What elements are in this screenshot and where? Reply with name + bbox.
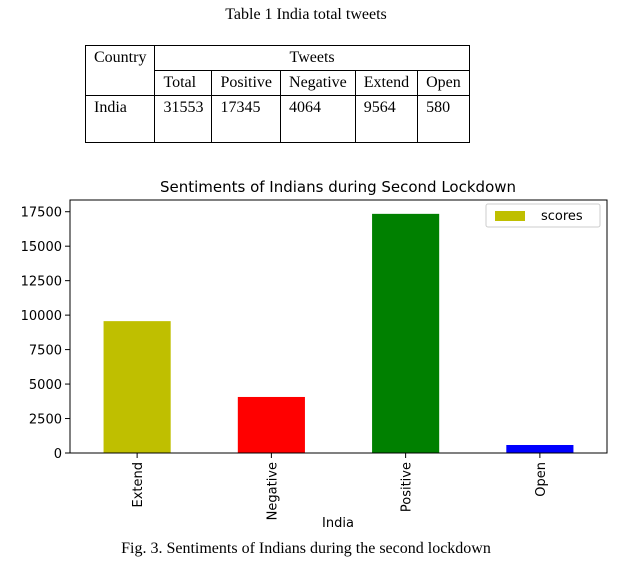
subheader-open: Open: [417, 70, 470, 96]
bar-open: [506, 445, 574, 453]
bar-negative: [237, 396, 305, 453]
plot-frame: [69, 199, 608, 454]
tweets-table: Country Tweets Total Positive Negative E…: [84, 45, 470, 143]
y-tick-label: 12500: [21, 275, 62, 290]
cell-total: 31553: [154, 95, 213, 143]
header-tweets: Tweets: [154, 45, 470, 71]
cell-extend: 9564: [354, 95, 419, 143]
table-header-row: Country Tweets: [84, 45, 470, 96]
legend-swatch: [495, 211, 525, 221]
x-tick-label-positive: Positive: [400, 462, 415, 512]
legend: scores: [485, 203, 601, 228]
y-tick-label: 2500: [29, 413, 62, 428]
y-axis: 0 2500 5000 7500 10000 12500 15000 17500: [21, 206, 70, 462]
bar-extend: [103, 321, 171, 453]
bars: [103, 213, 574, 453]
cell-negative: 4064: [280, 95, 356, 143]
y-tick-label: 17500: [21, 206, 62, 221]
x-axis-label: India: [322, 516, 354, 531]
y-tick-label: 0: [54, 447, 62, 462]
sentiment-bar-chart: Sentiments of Indians during Second Lock…: [21, 178, 608, 531]
bar-positive: [372, 213, 440, 453]
subheader-negative: Negative: [280, 70, 356, 96]
chart-title: Sentiments of Indians during Second Lock…: [160, 178, 516, 196]
y-tick-label: 5000: [29, 378, 62, 393]
x-tick-label-open: Open: [534, 462, 549, 497]
legend-box: [485, 203, 601, 228]
table-subheader-row: Total Positive Negative Extend Open: [86, 70, 470, 96]
y-tick-label: 10000: [21, 309, 62, 324]
subheader-total: Total: [154, 70, 213, 96]
figure-caption: Fig. 3. Sentiments of Indians during the…: [121, 540, 491, 557]
y-tick-label: 7500: [29, 344, 62, 359]
subheader-extend: Extend: [354, 70, 419, 96]
x-tick-label-negative: Negative: [265, 462, 280, 520]
cell-open: 580: [417, 95, 470, 143]
cell-positive: 17345: [211, 95, 282, 143]
table-row: India 31553 17345 4064 9564 580: [84, 95, 470, 143]
cell-country: India: [84, 95, 156, 143]
y-tick-label: 15000: [21, 240, 62, 255]
x-axis: Extend Negative Positive Open: [131, 453, 549, 520]
table-caption: Table 1 India total tweets: [225, 6, 387, 23]
x-tick-label-extend: Extend: [131, 462, 146, 508]
header-country: Country: [84, 45, 156, 96]
subheader-positive: Positive: [211, 70, 282, 96]
legend-label: scores: [541, 209, 583, 224]
